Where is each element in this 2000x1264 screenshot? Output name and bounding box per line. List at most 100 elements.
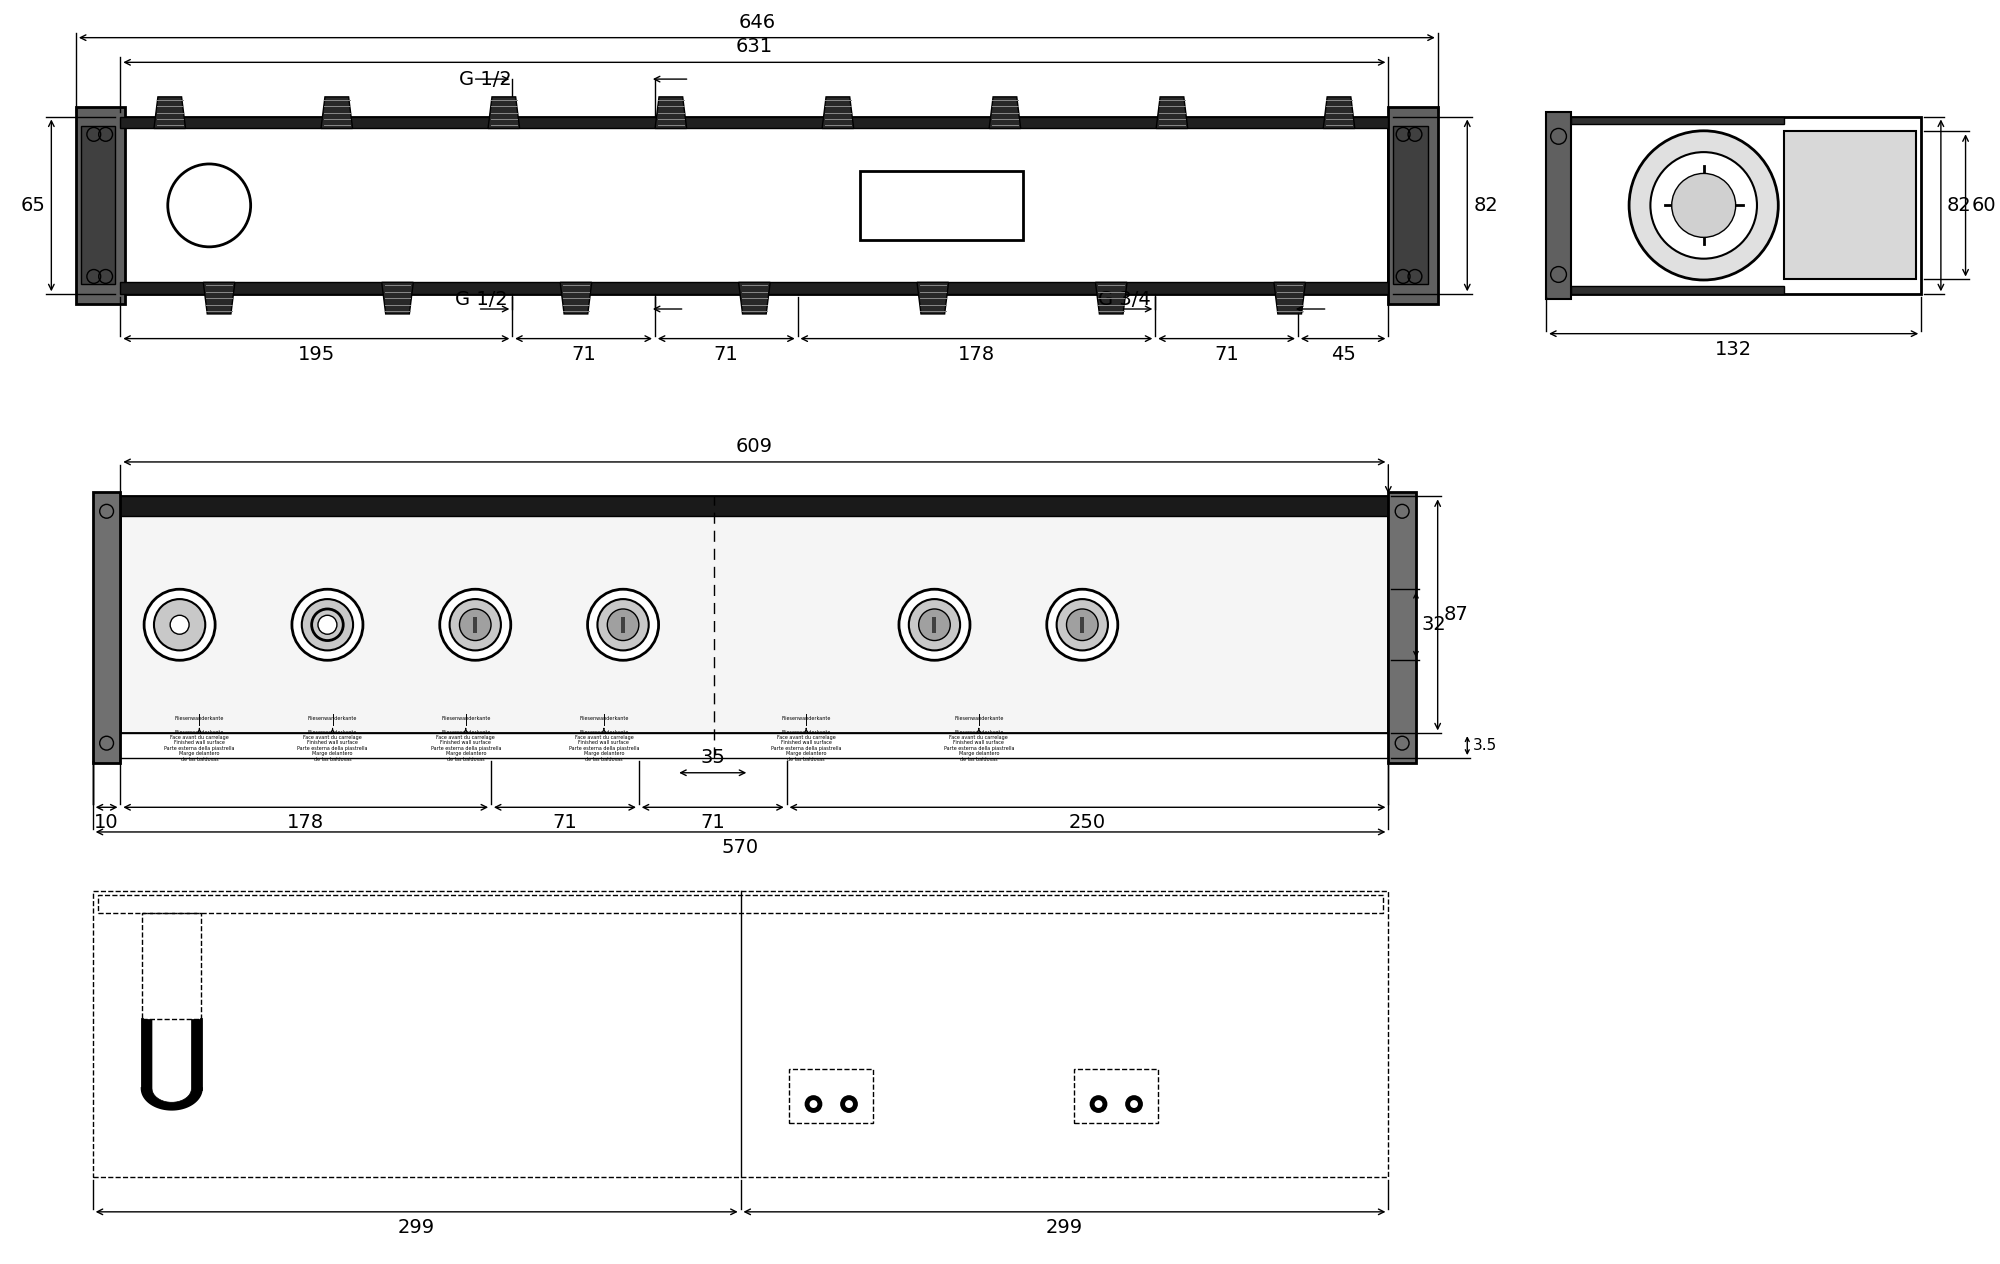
Polygon shape	[560, 282, 592, 313]
Circle shape	[1056, 599, 1108, 651]
Circle shape	[846, 1100, 852, 1109]
Bar	[92, 492, 120, 763]
Circle shape	[598, 599, 648, 651]
Text: Fliesenwanderkante: Fliesenwanderkante	[174, 717, 224, 722]
Bar	[92, 891, 1388, 1177]
Circle shape	[318, 616, 336, 635]
Circle shape	[1130, 1100, 1138, 1109]
Bar	[98, 895, 1384, 913]
Circle shape	[1090, 1095, 1108, 1112]
Circle shape	[1046, 589, 1118, 660]
Bar	[790, 1069, 874, 1122]
Circle shape	[810, 1100, 818, 1109]
Text: 65: 65	[20, 196, 46, 215]
Bar	[120, 497, 1388, 516]
Bar	[622, 617, 626, 633]
Polygon shape	[656, 97, 686, 129]
Bar	[1388, 492, 1416, 763]
Text: 299: 299	[398, 1217, 436, 1236]
Bar	[1394, 126, 1428, 284]
Text: 178: 178	[958, 345, 994, 364]
Circle shape	[154, 599, 206, 651]
Text: 178: 178	[288, 813, 324, 832]
Text: 71: 71	[714, 345, 738, 364]
Text: 32: 32	[1422, 616, 1446, 635]
Polygon shape	[1274, 282, 1306, 313]
Bar	[120, 733, 1388, 758]
Circle shape	[588, 589, 658, 660]
Text: Fliesenwanderkante
Face avant du carrelage
Finished wall surface
Parte esterna d: Fliesenwanderkante Face avant du carrela…	[430, 729, 502, 762]
Polygon shape	[1156, 97, 1188, 129]
Circle shape	[804, 1095, 822, 1112]
Polygon shape	[990, 97, 1020, 129]
Bar	[120, 116, 1388, 129]
Polygon shape	[154, 97, 186, 129]
Circle shape	[608, 609, 638, 641]
Text: 60: 60	[1972, 196, 1996, 215]
Bar	[1570, 287, 1784, 295]
Polygon shape	[1096, 282, 1128, 313]
Text: Fliesenwanderkante: Fliesenwanderkante	[782, 717, 830, 722]
Circle shape	[1672, 173, 1736, 238]
Bar	[860, 171, 1024, 240]
Circle shape	[1066, 609, 1098, 641]
Text: Fliesenwanderkante: Fliesenwanderkante	[442, 717, 490, 722]
Bar	[1388, 106, 1438, 305]
Text: 45: 45	[1330, 345, 1356, 364]
Circle shape	[144, 589, 216, 660]
Circle shape	[840, 1095, 858, 1112]
Bar	[1546, 111, 1570, 300]
Polygon shape	[488, 97, 520, 129]
Polygon shape	[320, 97, 352, 129]
Bar	[932, 617, 936, 633]
Polygon shape	[738, 282, 770, 313]
Polygon shape	[142, 1020, 202, 1109]
Bar	[1784, 131, 1916, 279]
Circle shape	[918, 609, 950, 641]
Circle shape	[450, 599, 500, 651]
Text: Fliesenwanderkante: Fliesenwanderkante	[308, 717, 358, 722]
Text: G 1/2: G 1/2	[454, 289, 508, 308]
Text: Fliesenwanderkante
Face avant du carrelage
Finished wall surface
Parte esterna d: Fliesenwanderkante Face avant du carrela…	[770, 729, 842, 762]
Polygon shape	[1324, 97, 1354, 129]
Bar	[1546, 116, 1922, 295]
Circle shape	[1630, 130, 1778, 281]
Text: 71: 71	[1214, 345, 1238, 364]
Text: Fliesenwanderkante
Face avant du carrelage
Finished wall surface
Parte esterna d: Fliesenwanderkante Face avant du carrela…	[568, 729, 640, 762]
Text: 646: 646	[738, 13, 776, 32]
Circle shape	[460, 609, 492, 641]
Polygon shape	[918, 282, 948, 313]
Text: Fliesenwanderkante
Face avant du carrelage
Finished wall surface
Parte esterna d: Fliesenwanderkante Face avant du carrela…	[944, 729, 1014, 762]
Text: 71: 71	[700, 813, 726, 832]
Text: Fliesenwanderkante
Face avant du carrelage
Finished wall surface
Parte esterna d: Fliesenwanderkante Face avant du carrela…	[164, 729, 234, 762]
Bar	[1080, 617, 1084, 633]
Text: 3.5: 3.5	[1474, 738, 1498, 753]
Text: 570: 570	[722, 838, 760, 857]
Text: 609: 609	[736, 437, 772, 456]
Text: Fliesenwanderkante: Fliesenwanderkante	[580, 717, 628, 722]
Text: 87: 87	[1444, 605, 1468, 624]
Text: 132: 132	[1716, 340, 1752, 359]
Text: Fliesenwanderkante: Fliesenwanderkante	[954, 717, 1004, 722]
Text: Fliesenwanderkante
Face avant du carrelage
Finished wall surface
Parte esterna d: Fliesenwanderkante Face avant du carrela…	[298, 729, 368, 762]
Circle shape	[1126, 1095, 1142, 1112]
Text: 71: 71	[572, 345, 596, 364]
Text: 82: 82	[1946, 196, 1972, 215]
Bar	[76, 106, 126, 305]
Text: 631: 631	[736, 38, 772, 57]
Text: 195: 195	[298, 345, 334, 364]
Circle shape	[898, 589, 970, 660]
Bar	[120, 282, 1388, 295]
Polygon shape	[822, 97, 854, 129]
Circle shape	[292, 589, 362, 660]
Bar	[142, 913, 202, 1020]
Text: G 3/4: G 3/4	[1098, 289, 1150, 308]
Bar	[1570, 116, 1784, 124]
Bar	[1074, 1069, 1158, 1122]
Text: 82: 82	[1474, 196, 1498, 215]
Text: G 1/2: G 1/2	[460, 70, 512, 88]
Bar	[120, 116, 1388, 295]
Bar	[80, 126, 116, 284]
Circle shape	[908, 599, 960, 651]
Circle shape	[1650, 152, 1756, 259]
